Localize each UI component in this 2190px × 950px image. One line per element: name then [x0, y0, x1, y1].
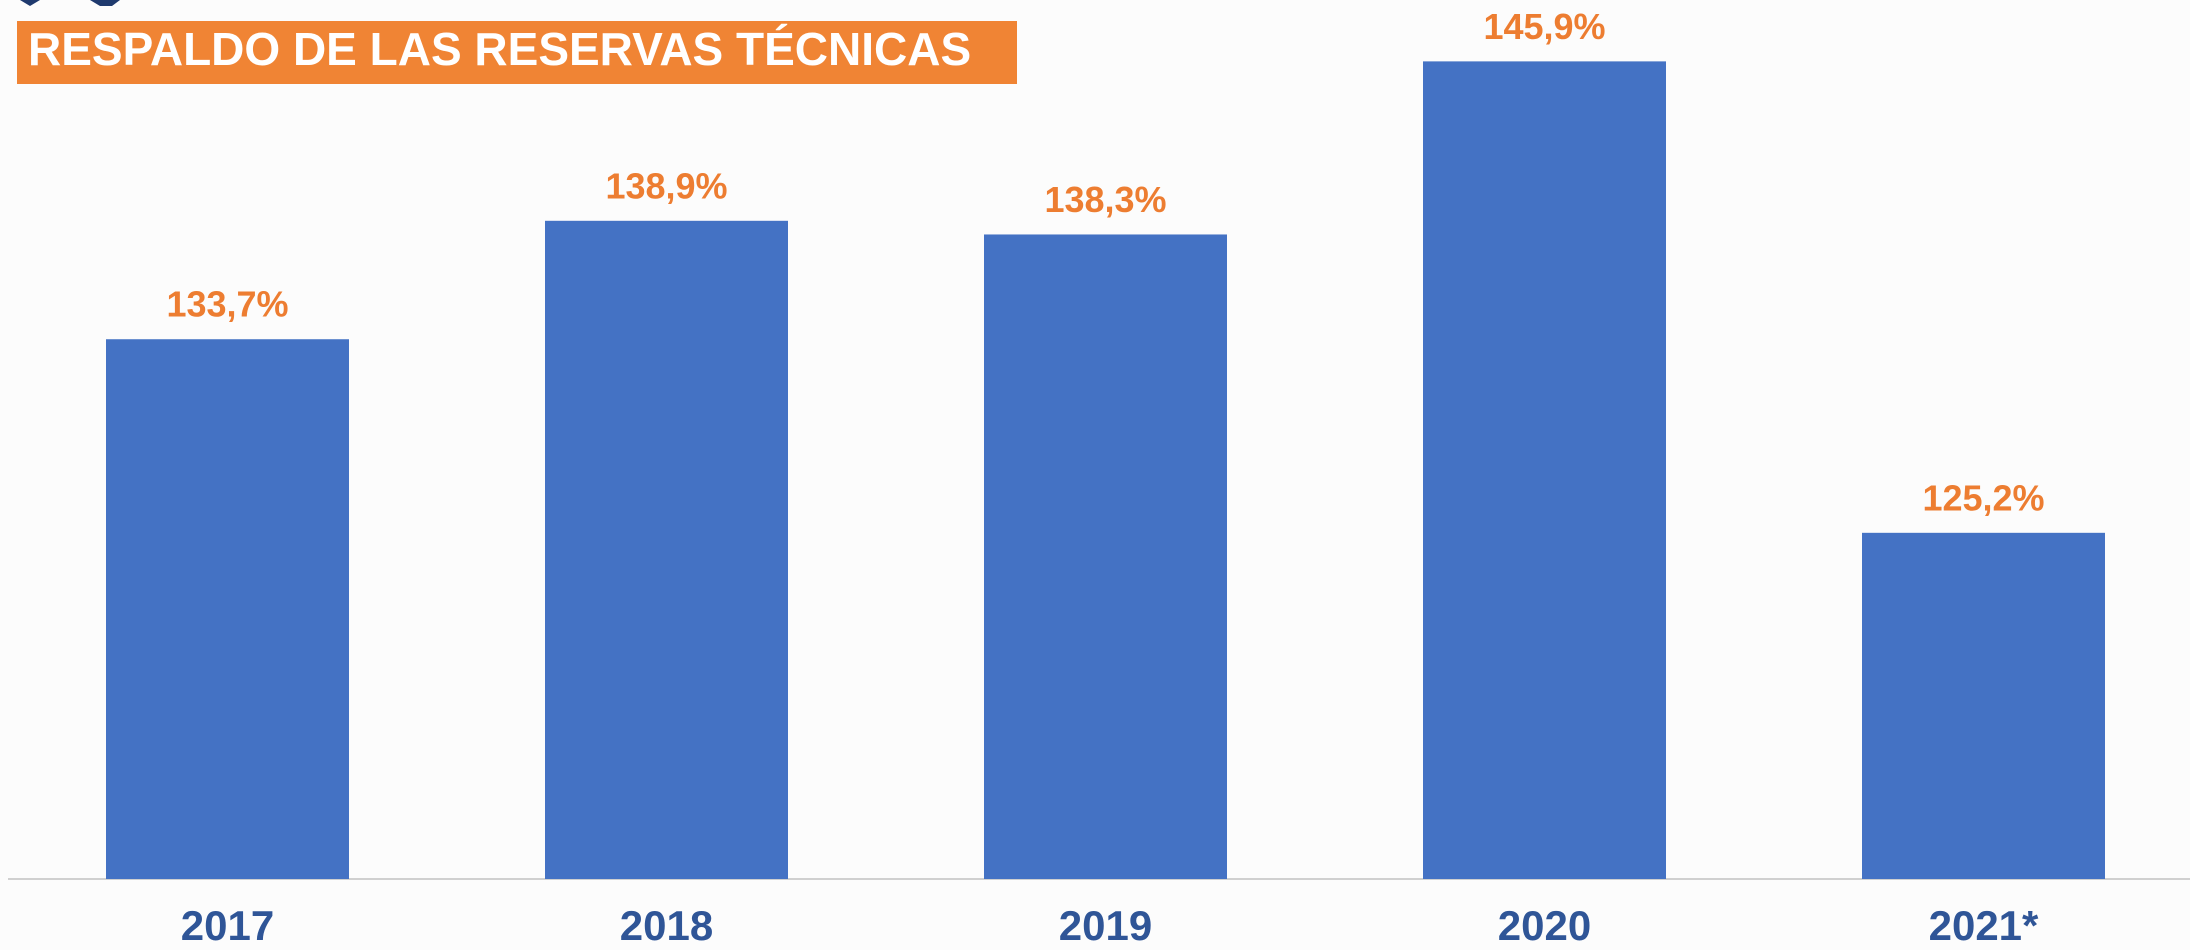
bar — [1862, 532, 2105, 879]
bar — [984, 234, 1227, 879]
title-box — [17, 21, 1017, 84]
bar — [545, 220, 788, 880]
value-label: 145,9% — [1483, 6, 1605, 47]
value-label: 138,3% — [1044, 179, 1166, 220]
x-tick-label: 2019 — [1059, 902, 1152, 949]
value-label: 125,2% — [1922, 477, 2044, 518]
bar — [1423, 61, 1666, 879]
x-tick-label: 2021* — [1929, 902, 2039, 949]
chart-title: RESPALDO DE LAS RESERVAS TÉCNICAS — [28, 23, 971, 75]
logo-fragment — [20, 0, 120, 6]
value-label: 133,7% — [166, 284, 288, 325]
x-tick-label: 2020 — [1498, 902, 1591, 949]
bar — [106, 339, 349, 879]
value-label: 138,9% — [605, 165, 727, 206]
x-tick-label: 2017 — [181, 902, 274, 949]
x-tick-label: 2018 — [620, 902, 713, 949]
